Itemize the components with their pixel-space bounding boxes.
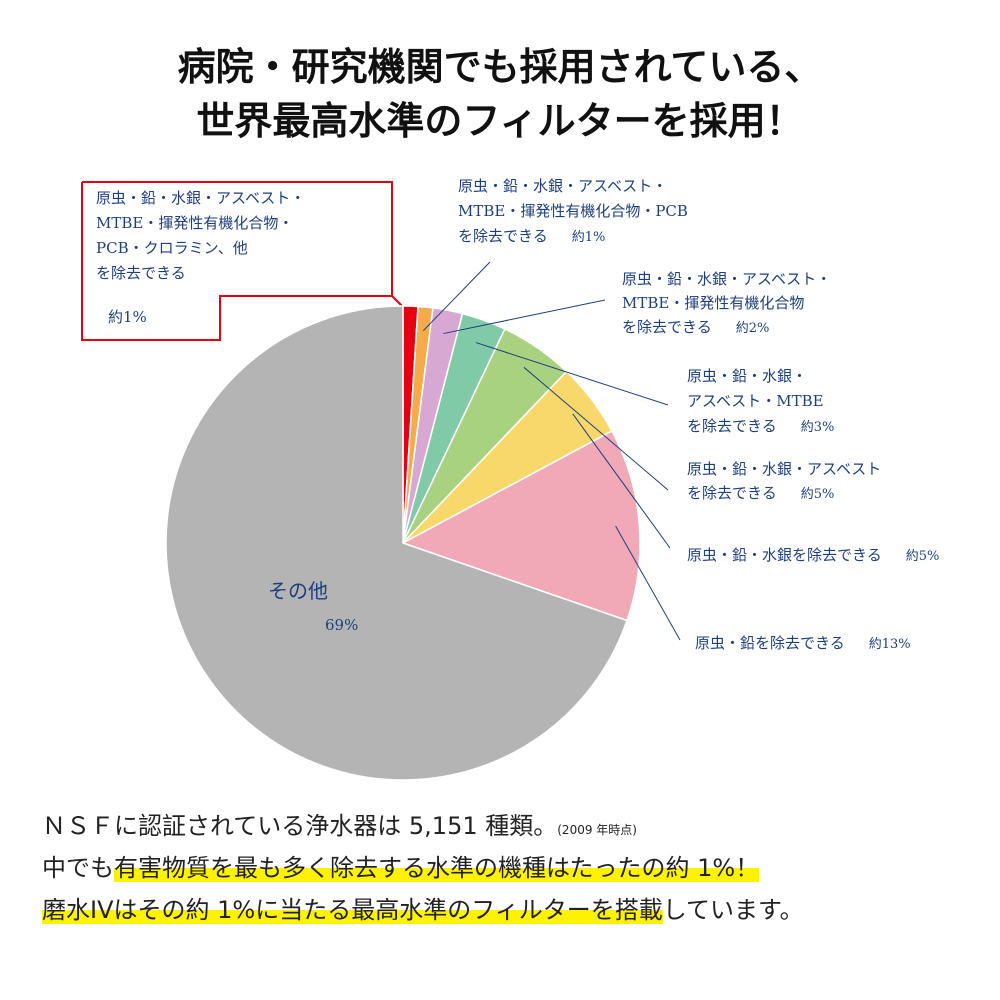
label-line: を除去できる	[96, 264, 186, 282]
leader-line	[572, 413, 671, 549]
chart: 原虫・鉛・水銀・アスベスト・ MTBE・揮発性有機化合物・ PCB・クロラミン、他を…	[81, 177, 939, 781]
note-line: ＮＳＦに認証されている浄水器は 5,151 種類。(2009 年時点)	[42, 806, 637, 841]
pie-slice	[165, 305, 628, 781]
slice-label: その他	[268, 579, 328, 603]
note-highlight: 磨水IVはその約 1%に当たる最高水準のフィルターを搭載	[42, 896, 663, 924]
label-line: 原虫・鉛を除去できる	[695, 634, 845, 652]
note-text: 中でも	[42, 854, 114, 882]
label-line: を除去できる	[687, 484, 777, 502]
slice-label: 原虫・鉛・水銀・アスベストを除去できる 約5%	[687, 460, 881, 502]
label-line: その他	[268, 579, 328, 603]
title-line: 病院・研究機関でも採用されている、	[177, 45, 823, 89]
label-line: MTBE・揮発性有機化合物	[622, 294, 804, 312]
note-highlight: 有害物質を最も多く除去する水準の機種はたったの約 1%！	[114, 854, 760, 882]
slice-label: 原虫・鉛・水銀を除去できる 約5%	[687, 546, 939, 564]
note-text: (2009 年時点)	[557, 823, 637, 837]
slice-label: 原虫・鉛・水銀・アスベスト・ MTBE・揮発性有機化合物・ PCB・クロラミン、他を…	[96, 189, 305, 282]
value-label: 約3%	[801, 420, 835, 435]
label-line: を除去できる	[458, 227, 548, 245]
leader-line	[422, 261, 491, 332]
title-line: 世界最高水準のフィルターを採用！	[196, 99, 804, 143]
value-label: 約5%	[801, 487, 835, 502]
value-label: 約1%	[108, 308, 147, 326]
label-line: MTBE・揮発性有機化合物・	[96, 214, 293, 232]
slice-label: 原虫・鉛・水銀・アスベスト・ MTBE・揮発性有機化合物を除去できる 約2%	[622, 270, 831, 336]
note-line: 中でも有害物質を最も多く除去する水準の機種はたったの約 1%！	[42, 848, 760, 883]
leader-line	[615, 525, 681, 641]
note-line: 磨水IVはその約 1%に当たる最高水準のフィルターを搭載しています。	[42, 890, 804, 925]
label-line: 原虫・鉛・水銀・アスベスト	[687, 460, 881, 478]
label-line: を除去できる	[622, 318, 712, 336]
slice-label: 原虫・鉛・水銀・アスベスト・MTBE を除去できる 約3%	[687, 367, 834, 435]
slice-label: 原虫・鉛・水銀・アスベスト・ MTBE・揮発性有機化合物・PCB を除去できる 約1%	[458, 177, 688, 245]
value-label: 約2%	[736, 321, 770, 336]
leader-line	[523, 366, 669, 491]
value-label: 約1%	[572, 230, 606, 245]
pie-slice	[401, 430, 641, 622]
note-text: しています。	[662, 896, 804, 924]
callout-box	[81, 181, 393, 341]
leader-line	[443, 299, 606, 335]
label-line: MTBE・揮発性有機化合物・PCB	[458, 202, 688, 220]
leader-line	[475, 342, 669, 406]
label-line: 原虫・鉛・水銀・	[687, 367, 807, 385]
label-line: 原虫・鉛・水銀・アスベスト・	[458, 177, 667, 195]
label-line: 原虫・鉛・水銀を除去できる	[687, 546, 882, 564]
value-label: 約13%	[869, 637, 911, 652]
value-label: 69%	[325, 616, 358, 634]
label-line: 原虫・鉛・水銀・アスベスト・	[96, 189, 305, 207]
label-line: を除去できる	[687, 417, 777, 435]
label-line: 原虫・鉛・水銀・アスベスト・	[622, 270, 831, 288]
slice-label: 原虫・鉛を除去できる 約13%	[695, 634, 911, 652]
label-line: アスベスト・MTBE	[687, 392, 824, 410]
label-line: PCB・クロラミン、他	[96, 239, 248, 257]
value-label: 約5%	[906, 549, 940, 564]
note-text: ＮＳＦに認証されている浄水器は 5,151 種類。	[42, 812, 558, 840]
